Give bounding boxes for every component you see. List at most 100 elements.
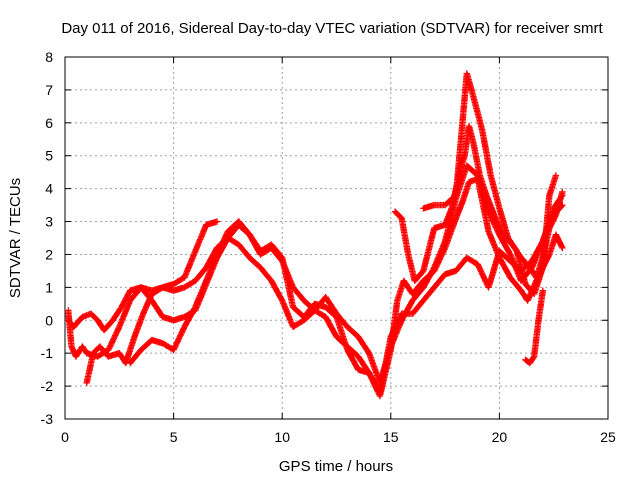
data-point: [539, 193, 553, 271]
data-point: [213, 229, 231, 258]
data-point: [539, 287, 547, 294]
grid: [65, 57, 608, 419]
data-point: [552, 190, 566, 219]
data-point: [552, 172, 560, 179]
data-point: [420, 268, 437, 284]
data-point: [131, 311, 146, 340]
data-point: [507, 274, 524, 293]
data-point: [300, 308, 317, 324]
data-point: [322, 303, 339, 320]
data-point: [496, 205, 511, 240]
data-point: [109, 305, 124, 324]
data-point: [170, 325, 187, 354]
data-point: [478, 126, 494, 178]
data-point: [526, 354, 537, 367]
data-point: [192, 279, 209, 311]
data-point: [235, 218, 252, 237]
data-point: [235, 241, 252, 260]
data-point: [465, 122, 477, 145]
y-tick-label: 3: [45, 214, 53, 230]
y-tick-label: 1: [45, 279, 53, 295]
data-point: [405, 251, 418, 283]
series-track-4: [127, 175, 566, 400]
data-point: [463, 254, 480, 267]
data-point: [409, 278, 426, 298]
data-point: [420, 285, 437, 304]
series-track-6: [420, 70, 560, 298]
data-point: [105, 325, 122, 354]
data-point: [322, 294, 339, 316]
y-tick-label: -2: [41, 378, 54, 394]
data-point: [224, 222, 241, 242]
y-tick-label: 4: [45, 181, 53, 197]
chart-title: Day 011 of 2016, Sidereal Day-to-day VTE…: [61, 20, 603, 37]
x-tick-label: 20: [492, 429, 508, 445]
data-point: [170, 275, 187, 288]
data-point: [420, 226, 438, 275]
data-point: [431, 272, 448, 291]
data-point: [65, 307, 75, 349]
data-point: [140, 292, 155, 317]
data-point: [192, 223, 209, 255]
data-point: [87, 310, 100, 323]
data-point: [333, 313, 351, 352]
data-point: [441, 216, 459, 252]
data-point: [459, 180, 472, 205]
data-point: [463, 70, 477, 99]
data-point: [83, 351, 97, 386]
data-point: [411, 268, 426, 284]
data-point: [452, 200, 466, 222]
y-tick-label: 7: [45, 82, 53, 98]
x-tick-label: 25: [600, 429, 616, 445]
data-point: [531, 318, 542, 360]
data-point: [70, 314, 85, 331]
x-axis-label: GPS time / hours: [279, 458, 393, 475]
data-point: [387, 298, 401, 354]
data-point: [118, 288, 133, 311]
data-point: [279, 297, 296, 329]
data-point: [116, 298, 133, 331]
data-point: [485, 228, 502, 260]
data-point: [246, 231, 263, 254]
y-tick-label: 2: [45, 246, 53, 262]
data-point: [289, 284, 307, 303]
data-point: [344, 323, 361, 339]
data-point: [213, 218, 221, 225]
data-point: [431, 246, 448, 275]
y-tick-label: 6: [45, 115, 53, 131]
data-point: [203, 252, 220, 284]
data-point: [268, 277, 285, 303]
y-tick-label: 0: [45, 312, 53, 328]
data-point: [122, 335, 138, 367]
data-point: [409, 285, 426, 304]
x-tick-label: 5: [170, 429, 178, 445]
data-point: [398, 215, 412, 257]
series-track-7: [522, 287, 547, 367]
data-point: [279, 254, 296, 309]
data-point: [463, 162, 480, 178]
data-point: [376, 348, 394, 400]
data-point: [181, 305, 198, 331]
data-point: [400, 277, 415, 296]
axis-ticks: 0 5 10 15 20 25 -3 -2 -1 0 1 2 3 4 5 6 7 8: [41, 49, 616, 445]
data-point: [552, 231, 565, 250]
data-point: [546, 173, 559, 199]
data-point: [289, 303, 306, 320]
data-point: [246, 254, 263, 270]
data-point: [441, 206, 455, 228]
data-point: [398, 298, 415, 324]
data-point: [96, 343, 111, 359]
data-point: [79, 343, 90, 356]
data-point: [127, 285, 144, 304]
y-tick-label: 5: [45, 148, 53, 164]
data-point: [257, 264, 274, 283]
data-point: [489, 208, 503, 230]
data-point: [289, 317, 306, 331]
data-point: [513, 248, 529, 286]
data-point: [224, 219, 241, 235]
data-point: [344, 346, 361, 372]
x-tick-label: 0: [61, 429, 69, 445]
x-tick-label: 10: [274, 429, 290, 445]
data-point: [531, 265, 546, 298]
